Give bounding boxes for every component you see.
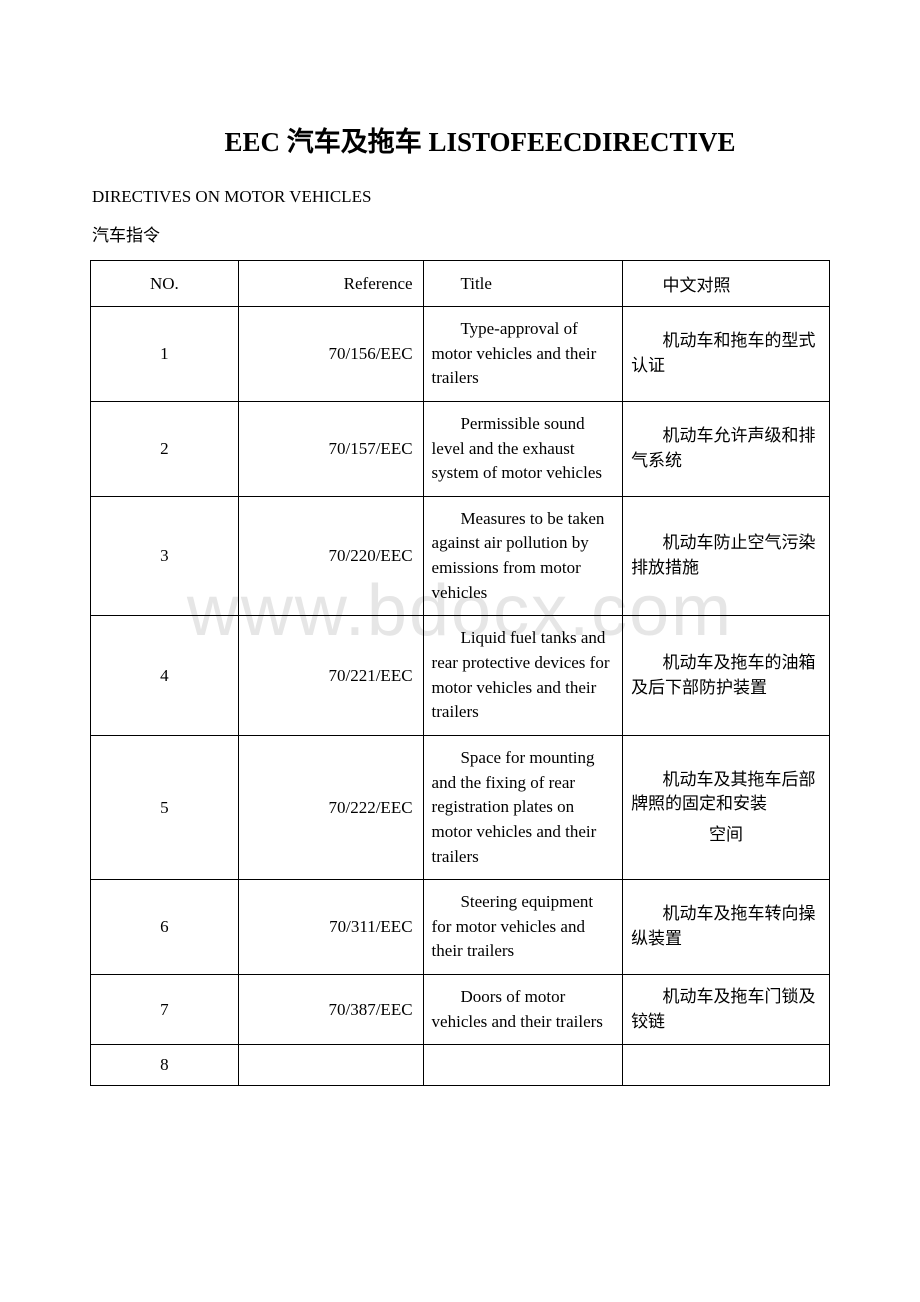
cell-title: Measures to be taken against air polluti… xyxy=(423,496,623,616)
cell-no: 2 xyxy=(91,401,239,496)
subtitle-zh: 汽车指令 xyxy=(92,221,830,246)
col-header-zh: 中文对照 xyxy=(623,261,830,307)
cell-zh: 机动车及拖车的油箱及后下部防护装置 xyxy=(623,616,830,736)
cell-zh: 机动车和拖车的型式认证 xyxy=(623,307,830,402)
cell-no: 3 xyxy=(91,496,239,616)
cell-zh: 机动车及拖车门锁及铰链 xyxy=(623,975,830,1045)
table-row: 770/387/EECDoors of motor vehicles and t… xyxy=(91,975,830,1045)
table-row: 270/157/EECPermissible sound level and t… xyxy=(91,401,830,496)
table-row: 170/156/EECType-approval of motor vehicl… xyxy=(91,307,830,402)
cell-title xyxy=(423,1045,623,1086)
directives-table: NO. Reference Title 中文对照 170/156/EECType… xyxy=(90,260,830,1086)
cell-ref: 70/157/EEC xyxy=(238,401,423,496)
cell-ref: 70/222/EEC xyxy=(238,735,423,879)
cell-no: 8 xyxy=(91,1045,239,1086)
col-header-no: NO. xyxy=(91,261,239,307)
cell-no: 5 xyxy=(91,735,239,879)
cell-no: 1 xyxy=(91,307,239,402)
cell-zh: 机动车允许声级和排气系统 xyxy=(623,401,830,496)
cell-zh xyxy=(623,1045,830,1086)
cell-title: Liquid fuel tanks and rear protective de… xyxy=(423,616,623,736)
col-header-ref: Reference xyxy=(238,261,423,307)
cell-ref: 70/220/EEC xyxy=(238,496,423,616)
cell-title: Steering equipment for motor vehicles an… xyxy=(423,880,623,975)
table-row: 670/311/EECSteering equipment for motor … xyxy=(91,880,830,975)
cell-ref: 70/311/EEC xyxy=(238,880,423,975)
table-row: 370/220/EECMeasures to be taken against … xyxy=(91,496,830,616)
cell-title: Permissible sound level and the exhaust … xyxy=(423,401,623,496)
cell-ref xyxy=(238,1045,423,1086)
cell-title: Space for mounting and the fixing of rea… xyxy=(423,735,623,879)
cell-ref: 70/221/EEC xyxy=(238,616,423,736)
cell-ref: 70/156/EEC xyxy=(238,307,423,402)
cell-zh: 机动车及其拖车后部牌照的固定和安装空间 xyxy=(623,735,830,879)
cell-no: 4 xyxy=(91,616,239,736)
col-header-title: Title xyxy=(423,261,623,307)
cell-no: 6 xyxy=(91,880,239,975)
table-row: 470/221/EECLiquid fuel tanks and rear pr… xyxy=(91,616,830,736)
table-header-row: NO. Reference Title 中文对照 xyxy=(91,261,830,307)
table-row: 8 xyxy=(91,1045,830,1086)
page-title: EEC 汽车及拖车 LISTOFEECDIRECTIVE xyxy=(130,120,830,159)
cell-zh: 机动车及拖车转向操纵装置 xyxy=(623,880,830,975)
cell-zh-extra: 空间 xyxy=(631,823,821,848)
cell-no: 7 xyxy=(91,975,239,1045)
cell-title: Type-approval of motor vehicles and thei… xyxy=(423,307,623,402)
cell-zh: 机动车防止空气污染排放措施 xyxy=(623,496,830,616)
table-row: 570/222/EECSpace for mounting and the fi… xyxy=(91,735,830,879)
cell-ref: 70/387/EEC xyxy=(238,975,423,1045)
cell-title: Doors of motor vehicles and their traile… xyxy=(423,975,623,1045)
subtitle-en: DIRECTIVES ON MOTOR VEHICLES xyxy=(92,187,830,207)
